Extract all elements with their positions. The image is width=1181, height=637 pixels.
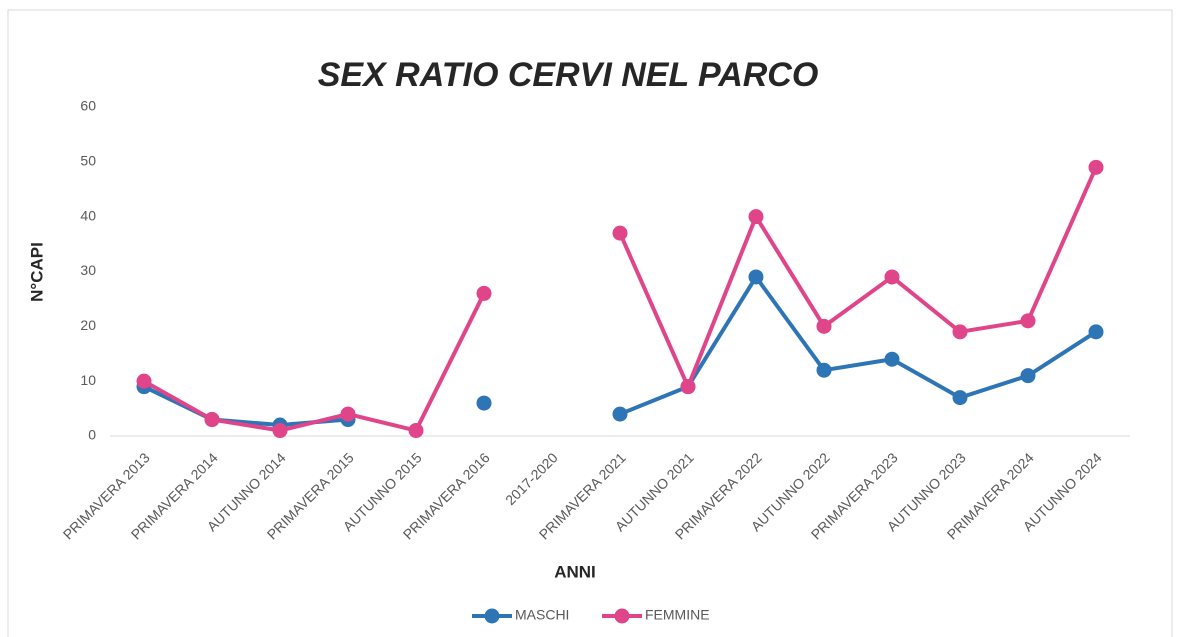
data-point [476, 285, 492, 301]
series-line [143, 166, 1098, 433]
data-point [612, 225, 628, 241]
legend-label: FEMMINE [645, 607, 710, 623]
data-point [680, 379, 696, 395]
data-point [1088, 324, 1104, 340]
data-point [136, 373, 152, 389]
legend-marker [484, 608, 500, 624]
data-point [952, 324, 968, 340]
data-point [476, 395, 492, 411]
y-tick-label: 10 [80, 372, 96, 388]
data-point [816, 362, 832, 378]
legend-marker [614, 608, 630, 624]
legend-label: MASCHI [515, 607, 569, 623]
data-point [612, 406, 628, 422]
data-point [748, 209, 764, 225]
data-point [952, 390, 968, 406]
data-point [816, 318, 832, 334]
data-point [1020, 313, 1036, 329]
data-point [408, 423, 424, 439]
y-tick-label: 60 [80, 98, 96, 114]
data-point [272, 423, 288, 439]
data-point [1088, 159, 1104, 175]
data-point [1020, 368, 1036, 384]
data-point [204, 412, 220, 428]
y-tick-label: 20 [80, 317, 96, 333]
chart-title: SEX RATIO CERVI NEL PARCO [318, 56, 819, 94]
x-axis-label: ANNI [554, 562, 596, 581]
y-tick-label: 30 [80, 262, 96, 278]
y-tick-label: 0 [88, 427, 96, 443]
y-tick-label: 40 [80, 207, 96, 223]
data-point [884, 269, 900, 285]
y-tick-label: 50 [80, 153, 96, 169]
data-point [884, 351, 900, 367]
data-point [748, 269, 764, 285]
y-axis-label: N°CAPI [27, 242, 46, 302]
chart-border [7, 9, 1173, 637]
data-point [340, 406, 356, 422]
